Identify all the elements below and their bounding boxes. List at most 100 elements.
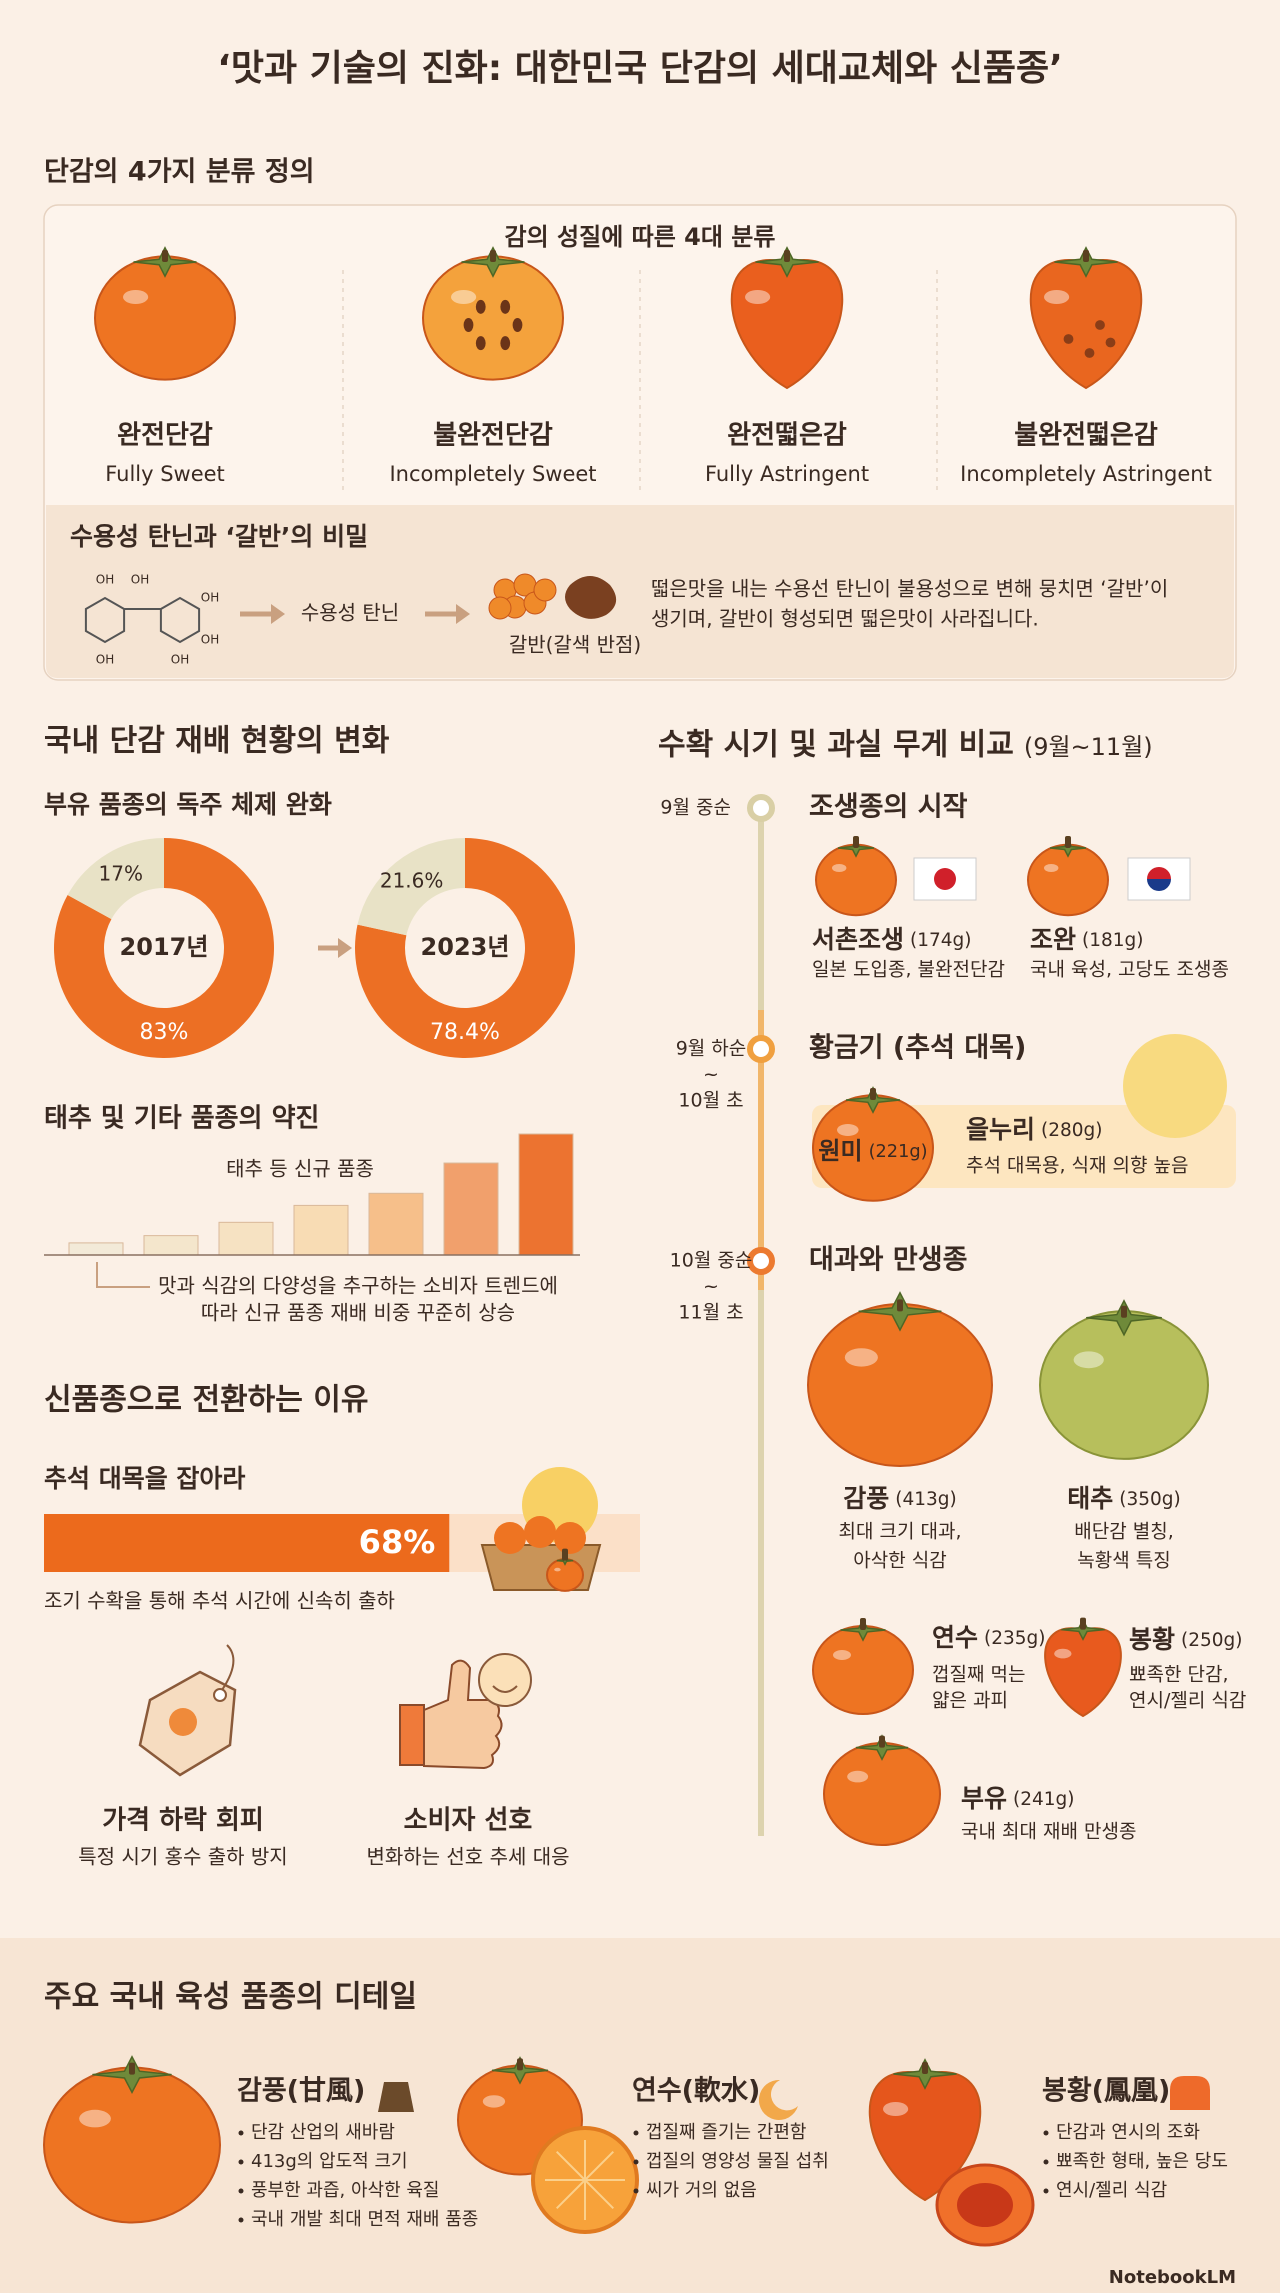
variety-name: 부유 xyxy=(961,1784,1007,1813)
fruit-highlight xyxy=(451,290,477,304)
bullet xyxy=(1043,2188,1049,2194)
icon-jelly xyxy=(1170,2076,1210,2110)
panel-heading: 수용성 탄닌과 ‘갈반’의 비밀 xyxy=(70,522,368,551)
timeline-dot xyxy=(747,1035,775,1063)
fruit-spot xyxy=(1063,334,1074,344)
smiley xyxy=(478,1653,532,1707)
variety-name: 을누리 xyxy=(966,1115,1035,1144)
slice-line xyxy=(556,2151,586,2181)
fruit-spot xyxy=(1084,348,1095,358)
variety-desc: 녹황색 특징 xyxy=(1077,1550,1170,1572)
variety-desc: 국내 최대 재배 만생종 xyxy=(961,1821,1136,1843)
fruit-highlight xyxy=(123,290,149,304)
panel-text: 생기며, 갈반이 형성되면 떫은맛이 사라집니다. xyxy=(651,607,1039,631)
progress-label: 68% xyxy=(359,1523,436,1561)
variety-weight: (250g) xyxy=(1181,1630,1243,1651)
bar xyxy=(293,1204,349,1256)
fruit xyxy=(730,259,844,390)
fruit-stem xyxy=(1121,1305,1127,1318)
variety-name: 연수 xyxy=(932,1623,978,1652)
fruit-stem xyxy=(784,250,790,262)
arrow-head xyxy=(271,604,285,624)
fruit-stem xyxy=(870,1088,876,1100)
variety-weight: (174g) xyxy=(910,930,972,951)
bar xyxy=(218,1221,274,1256)
fruit-stem xyxy=(1083,250,1089,262)
variety-weight: (413g) xyxy=(895,1489,957,1510)
bullet xyxy=(238,2217,244,2223)
type-english: Fully Astringent xyxy=(705,462,869,486)
fruit-highlight xyxy=(883,2102,909,2116)
variety-name: 감풍 xyxy=(843,1484,889,1513)
type-name: 완전단감 xyxy=(117,421,213,451)
detail-name: 연수(軟水) xyxy=(632,2076,760,2107)
detail-bullet: 413g의 압도적 크기 xyxy=(251,2151,408,2172)
variety-name: 원미 xyxy=(818,1137,862,1165)
fruit-seed xyxy=(475,336,486,351)
variety-desc: 껍질째 먹는 xyxy=(932,1664,1025,1686)
variety-weight: (241g) xyxy=(1013,1789,1075,1810)
note-text: 따라 신규 품종 재배 비중 꾸준히 상승 xyxy=(201,1301,515,1325)
bullet xyxy=(238,2159,244,2165)
fruit-cut-core xyxy=(957,2183,1013,2227)
fruit xyxy=(868,2071,982,2202)
reason-title: 가격 하락 회피 xyxy=(102,1806,264,1836)
icon-weight xyxy=(378,2082,414,2112)
bullet xyxy=(633,2159,639,2165)
page-title: ‘맛과 기술의 진화: 대한민국 단감의 세대교체와 신품종’ xyxy=(217,48,1063,89)
flag-korea-bottom xyxy=(1147,879,1171,891)
basket-fruit xyxy=(554,1522,586,1554)
fruit-stem xyxy=(490,250,496,262)
fruit-highlight xyxy=(745,290,771,304)
variety-name: 서촌조생 xyxy=(812,925,904,954)
time-label: ~ xyxy=(703,1276,719,1298)
variety-weight: (235g) xyxy=(984,1628,1046,1649)
molecule-label: OH xyxy=(96,573,114,587)
detail-bullet: 껍질째 즐기는 간편함 xyxy=(646,2122,806,2143)
fruit-stem xyxy=(1065,836,1071,848)
tannin-ball xyxy=(533,578,557,602)
fruit-stem xyxy=(162,250,168,262)
donut-label: 83% xyxy=(140,1020,189,1045)
progress-fill xyxy=(44,1514,450,1572)
process-step: 수용성 탄닌 xyxy=(301,601,399,625)
fruit-highlight xyxy=(482,2095,506,2108)
detail-name: 봉황(鳳凰) xyxy=(1042,2076,1170,2107)
molecule-label: OH xyxy=(96,653,114,667)
fruit-stem xyxy=(897,1299,903,1312)
section-heading: 단감의 4가지 분류 정의 xyxy=(44,157,315,188)
process-step: 갈반(갈색 반점) xyxy=(509,633,641,657)
donut-label: 78.4% xyxy=(430,1020,500,1045)
detail-name: 감풍(甘風) xyxy=(237,2076,365,2107)
variety-weight: (181g) xyxy=(1082,930,1144,951)
fruit-spot xyxy=(1095,320,1105,330)
molecule-label: OH xyxy=(171,653,189,667)
bar xyxy=(143,1235,199,1256)
donut-segment xyxy=(354,838,575,1058)
note-text: 조기 수확을 통해 추석 시간에 신속히 출하 xyxy=(44,1589,395,1613)
fruit-calyx xyxy=(855,1734,909,1761)
bullet xyxy=(238,2188,244,2194)
time-label: ~ xyxy=(703,1064,719,1086)
bullet xyxy=(633,2130,639,2136)
fruit-stem xyxy=(922,2062,928,2074)
detail-bullet: 풍부한 과즙, 아삭한 육질 xyxy=(251,2180,440,2201)
donut-label: 21.6% xyxy=(380,868,444,892)
sub-heading: 태추 및 기타 품종의 약진 xyxy=(44,1104,319,1134)
time-label: 9월 중순 xyxy=(660,797,731,819)
fruit-seed xyxy=(463,318,474,332)
variety-desc: 뾰족한 단감, xyxy=(1129,1664,1228,1686)
variety-desc: 추석 대목용, 식재 의향 높음 xyxy=(966,1155,1188,1177)
basket-fruit xyxy=(524,1516,556,1548)
sub-heading: 추석 대목을 잡아라 xyxy=(44,1464,245,1493)
icon-moon xyxy=(758,2079,798,2120)
reason-text: 변화하는 선호 추세 대응 xyxy=(366,1845,569,1869)
stage-title: 황금기 (추석 대목) xyxy=(809,1033,1026,1064)
period: (9월~11월) xyxy=(1024,733,1153,761)
donut-segment xyxy=(53,838,274,1058)
detail-bullet: 껍질의 영양성 물질 섭취 xyxy=(646,2151,829,2172)
detail-bullet: 연시/젤리 식감 xyxy=(1056,2180,1167,2201)
panel-text: 떫은맛을 내는 수용선 탄닌이 불용성으로 변해 뭉치면 ‘갈반’이 xyxy=(651,577,1168,601)
fruit-seed xyxy=(500,299,511,314)
